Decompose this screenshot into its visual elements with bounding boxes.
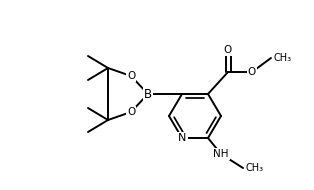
Text: O: O (248, 67, 256, 77)
Text: N: N (178, 133, 186, 143)
Text: B: B (144, 88, 152, 101)
Text: NH: NH (213, 149, 229, 159)
Text: O: O (127, 71, 135, 81)
Text: O: O (127, 107, 135, 117)
Text: O: O (224, 45, 232, 55)
Text: CH₃: CH₃ (274, 53, 292, 63)
Text: CH₃: CH₃ (246, 163, 264, 173)
